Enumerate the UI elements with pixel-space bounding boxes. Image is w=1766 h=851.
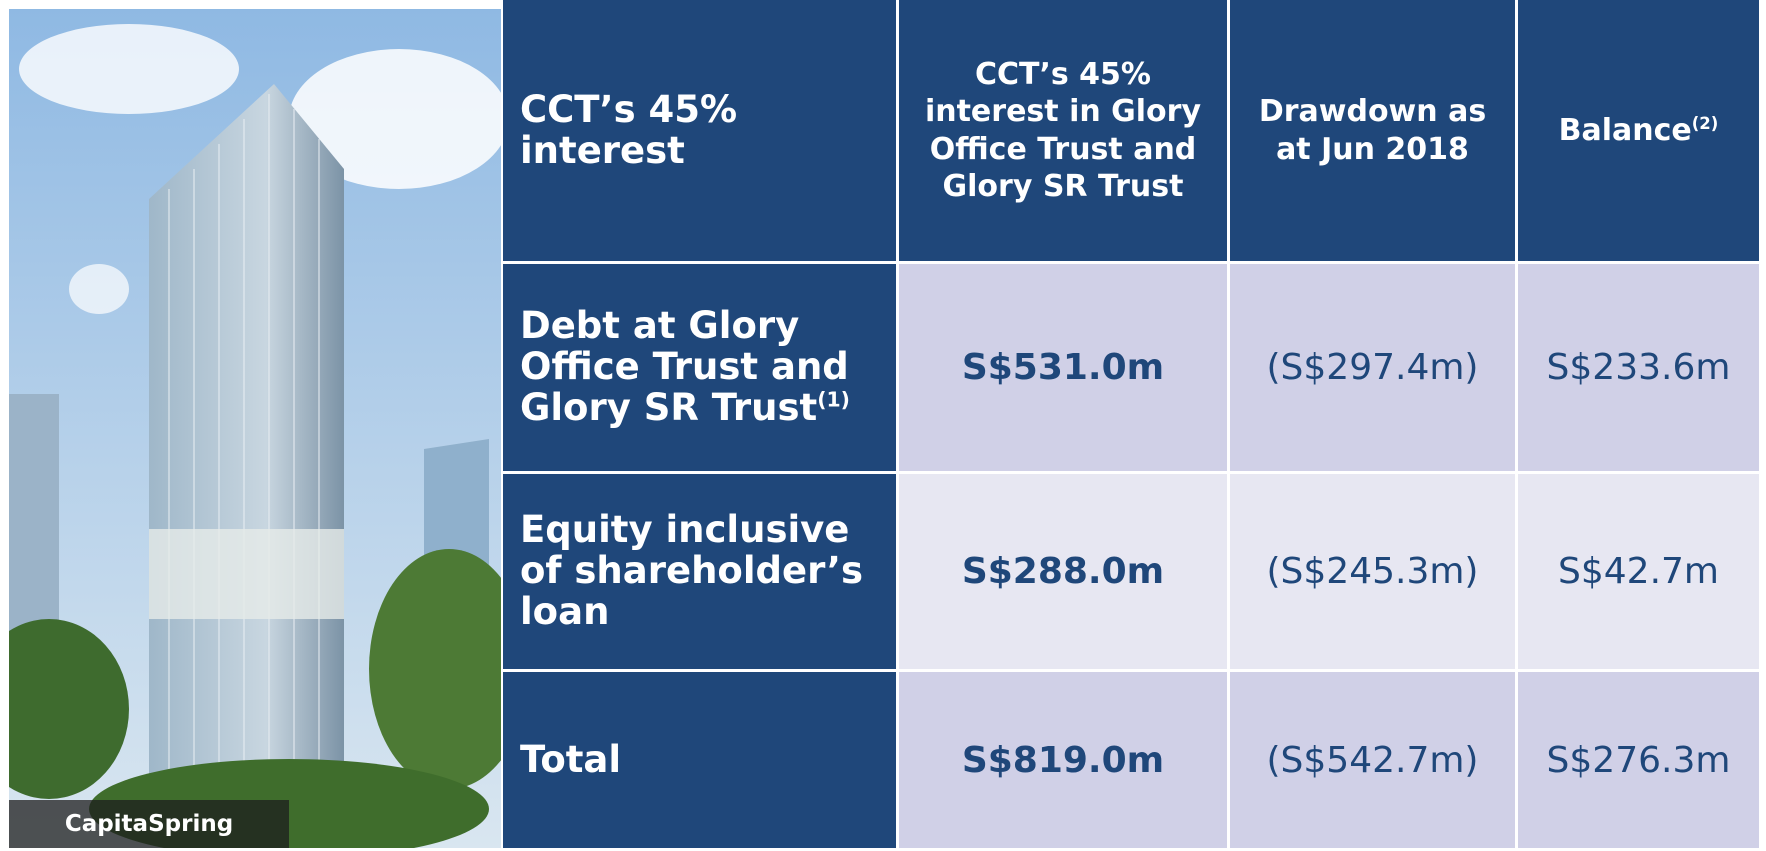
cell: (S$245.3m): [1230, 474, 1515, 669]
header-cell: CCT’s 45% interest in Glory Office Trust…: [899, 0, 1227, 261]
header-text: Balance: [1558, 112, 1692, 148]
header-cell: Drawdown as at Jun 2018: [1230, 0, 1515, 261]
cell: (S$297.4m): [1230, 264, 1515, 471]
row: Debt at Glory Office Trust and Glory SR …: [503, 264, 1759, 471]
header-row: CCT’s 45% interest CCT’s 45% interest in…: [503, 0, 1759, 261]
row-label: Total: [503, 672, 896, 848]
cell: S$276.3m: [1518, 672, 1759, 848]
cell: S$531.0m: [899, 264, 1227, 471]
building-photo: [9, 9, 501, 848]
row-label: Equity inclusive of shareholder’s loan: [503, 474, 896, 669]
label-text: Debt at Glory Office Trust and Glory SR …: [520, 304, 849, 429]
footnote-ref: (2): [1691, 113, 1719, 133]
cell: S$819.0m: [899, 672, 1227, 848]
header-cell: Balance(2): [1518, 0, 1759, 261]
cell: S$233.6m: [1518, 264, 1759, 471]
row-label: Debt at Glory Office Trust and Glory SR …: [503, 264, 896, 471]
photo-caption: CapitaSpring: [9, 800, 289, 848]
row: Total S$819.0m (S$542.7m) S$276.3m: [503, 672, 1759, 848]
row: Equity inclusive of shareholder’s loan S…: [503, 474, 1759, 669]
table: CCT’s 45% interest CCT’s 45% interest in…: [500, 0, 1762, 851]
footnote-ref: (1): [817, 387, 850, 412]
header-cell: CCT’s 45% interest: [503, 0, 896, 261]
cell: S$288.0m: [899, 474, 1227, 669]
cell: S$42.7m: [1518, 474, 1759, 669]
cell: (S$542.7m): [1230, 672, 1515, 848]
